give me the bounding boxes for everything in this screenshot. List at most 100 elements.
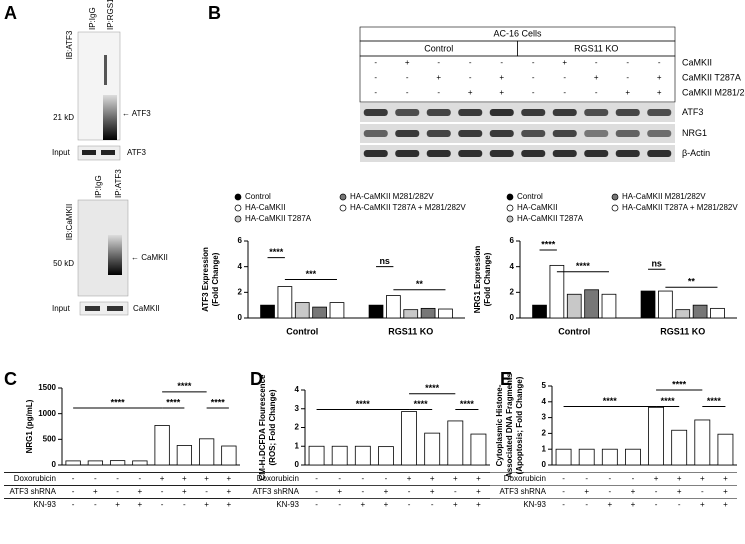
sign: + <box>677 487 682 496</box>
bar <box>331 445 348 466</box>
condition-label: Doxorubicin <box>257 474 299 483</box>
blot <box>360 124 675 143</box>
sign: + <box>360 500 365 509</box>
y-tick-label: 4 <box>238 262 243 271</box>
sign: + <box>476 474 481 483</box>
bar <box>221 445 237 466</box>
blot-band <box>552 150 577 157</box>
sign: + <box>657 73 662 82</box>
x-tick-label: Control <box>558 326 590 336</box>
sign: - <box>626 58 629 67</box>
sign: - <box>585 500 588 509</box>
sign: - <box>658 58 661 67</box>
blot <box>360 103 675 122</box>
input-label: Input <box>52 148 71 157</box>
bar <box>260 304 275 319</box>
legend-label: Control <box>517 192 543 201</box>
sign: - <box>205 487 208 496</box>
sign: + <box>625 88 630 97</box>
bar <box>154 425 170 466</box>
significance-label: **** <box>603 396 618 406</box>
blot-band <box>426 109 451 116</box>
sign: - <box>374 73 377 82</box>
band-label: ATF3 <box>682 107 703 117</box>
sign: - <box>183 500 186 509</box>
sign: - <box>361 474 364 483</box>
band-label: β-Actin <box>682 148 710 158</box>
sign: - <box>374 88 377 97</box>
blot-band <box>108 235 122 275</box>
significance-label: **** <box>111 397 126 407</box>
panel-label: E <box>500 369 512 389</box>
lane-label: IP:IgG <box>88 7 97 30</box>
sign: + <box>204 474 209 483</box>
blot-band <box>426 150 451 157</box>
sign: - <box>500 58 503 67</box>
group-label: Control <box>424 43 453 53</box>
sign: - <box>562 474 565 483</box>
y-tick-label: 0 <box>238 313 243 322</box>
table-cell <box>359 55 676 103</box>
sign: - <box>532 73 535 82</box>
sign: - <box>701 487 704 496</box>
sign: + <box>453 474 458 483</box>
y-tick-label: 4 <box>542 397 547 406</box>
bar <box>65 460 81 466</box>
blot <box>79 301 129 316</box>
sign: + <box>631 500 636 509</box>
bar <box>584 289 599 319</box>
significance-label: ** <box>688 277 696 287</box>
y-tick-label: 6 <box>510 236 515 245</box>
bar <box>640 290 656 319</box>
sign: + <box>227 487 232 496</box>
blot-band <box>647 109 672 116</box>
blot-band <box>489 150 514 157</box>
y-tick-label: 2 <box>510 287 515 296</box>
legend-marker <box>506 215 514 223</box>
sign: - <box>595 88 598 97</box>
sign: - <box>437 88 440 97</box>
bar <box>578 448 595 466</box>
y-axis-label: (Fold Change) <box>211 252 220 306</box>
sign: + <box>700 500 705 509</box>
sign: - <box>562 487 565 496</box>
sign: - <box>437 58 440 67</box>
sign: + <box>436 73 441 82</box>
sign: + <box>138 487 143 496</box>
legend-label: HA-CaMKII M281/282V <box>622 192 706 201</box>
legend-label: HA-CaMKII T287A + M281/282V <box>622 203 738 212</box>
x-tick-label: RGS11 KO <box>660 326 705 336</box>
sign: - <box>94 474 97 483</box>
sign: + <box>227 474 232 483</box>
legend-marker <box>611 193 619 201</box>
y-tick-label: 0 <box>52 460 57 469</box>
sign: - <box>406 88 409 97</box>
y-tick-label: 2 <box>238 287 243 296</box>
significance-label: **** <box>414 399 429 409</box>
sign: - <box>626 73 629 82</box>
sign: - <box>532 58 535 67</box>
band-label: ← ATF3 <box>122 109 151 118</box>
y-tick-label: 5 <box>542 381 547 390</box>
legend-label: HA-CaMKII <box>517 203 557 212</box>
blot-band <box>82 150 96 155</box>
bar <box>532 304 547 319</box>
bar <box>424 432 441 466</box>
blot-band <box>489 109 514 116</box>
sign: + <box>182 474 187 483</box>
sign: + <box>584 487 589 496</box>
sign: + <box>654 474 659 483</box>
legend-label: HA-CaMKII T287A <box>245 214 312 223</box>
sign: - <box>116 474 119 483</box>
y-tick-label: 3 <box>295 404 300 413</box>
sign: - <box>72 500 75 509</box>
band-label: NRG1 <box>682 128 707 138</box>
sign: - <box>406 73 409 82</box>
panel-label: A <box>4 3 17 23</box>
blot-band <box>584 130 609 137</box>
blot-band <box>104 55 107 85</box>
blot-band <box>363 109 388 116</box>
bar <box>438 308 453 319</box>
sign: + <box>677 474 682 483</box>
sign: + <box>405 58 410 67</box>
